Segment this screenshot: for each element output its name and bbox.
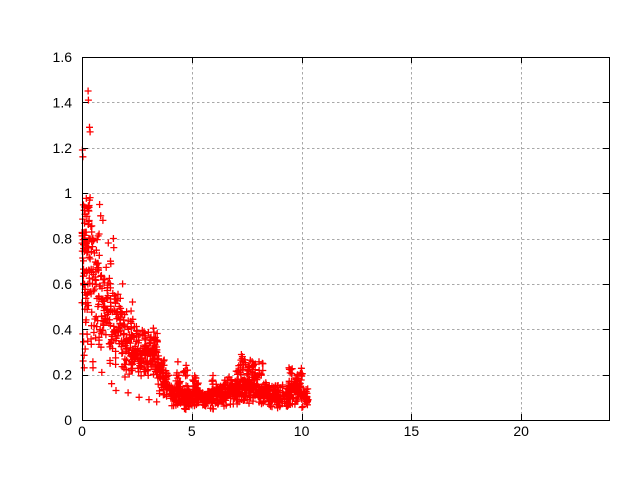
y-tick-label: 0 xyxy=(64,412,72,428)
y-tick-label: 1 xyxy=(64,185,72,201)
x-tick-label: 5 xyxy=(188,423,196,439)
x-tick-label: 20 xyxy=(513,423,529,439)
y-tick-label: 1.6 xyxy=(53,49,73,65)
y-tick-label: 1.2 xyxy=(53,140,73,156)
y-tick-label: 0.2 xyxy=(53,367,73,383)
y-tick-label: 1.4 xyxy=(53,94,73,110)
y-tick-label: 0.6 xyxy=(53,276,73,292)
y-tick-label: 0.8 xyxy=(53,231,73,247)
x-tick-label: 15 xyxy=(404,423,420,439)
x-tick-label: 0 xyxy=(78,423,86,439)
y-tick-label: 0.4 xyxy=(53,321,73,337)
axis-tick-marks xyxy=(82,57,609,421)
scatter-points xyxy=(78,87,312,413)
x-tick-label: 10 xyxy=(294,423,310,439)
plot-gridlines xyxy=(82,57,609,420)
